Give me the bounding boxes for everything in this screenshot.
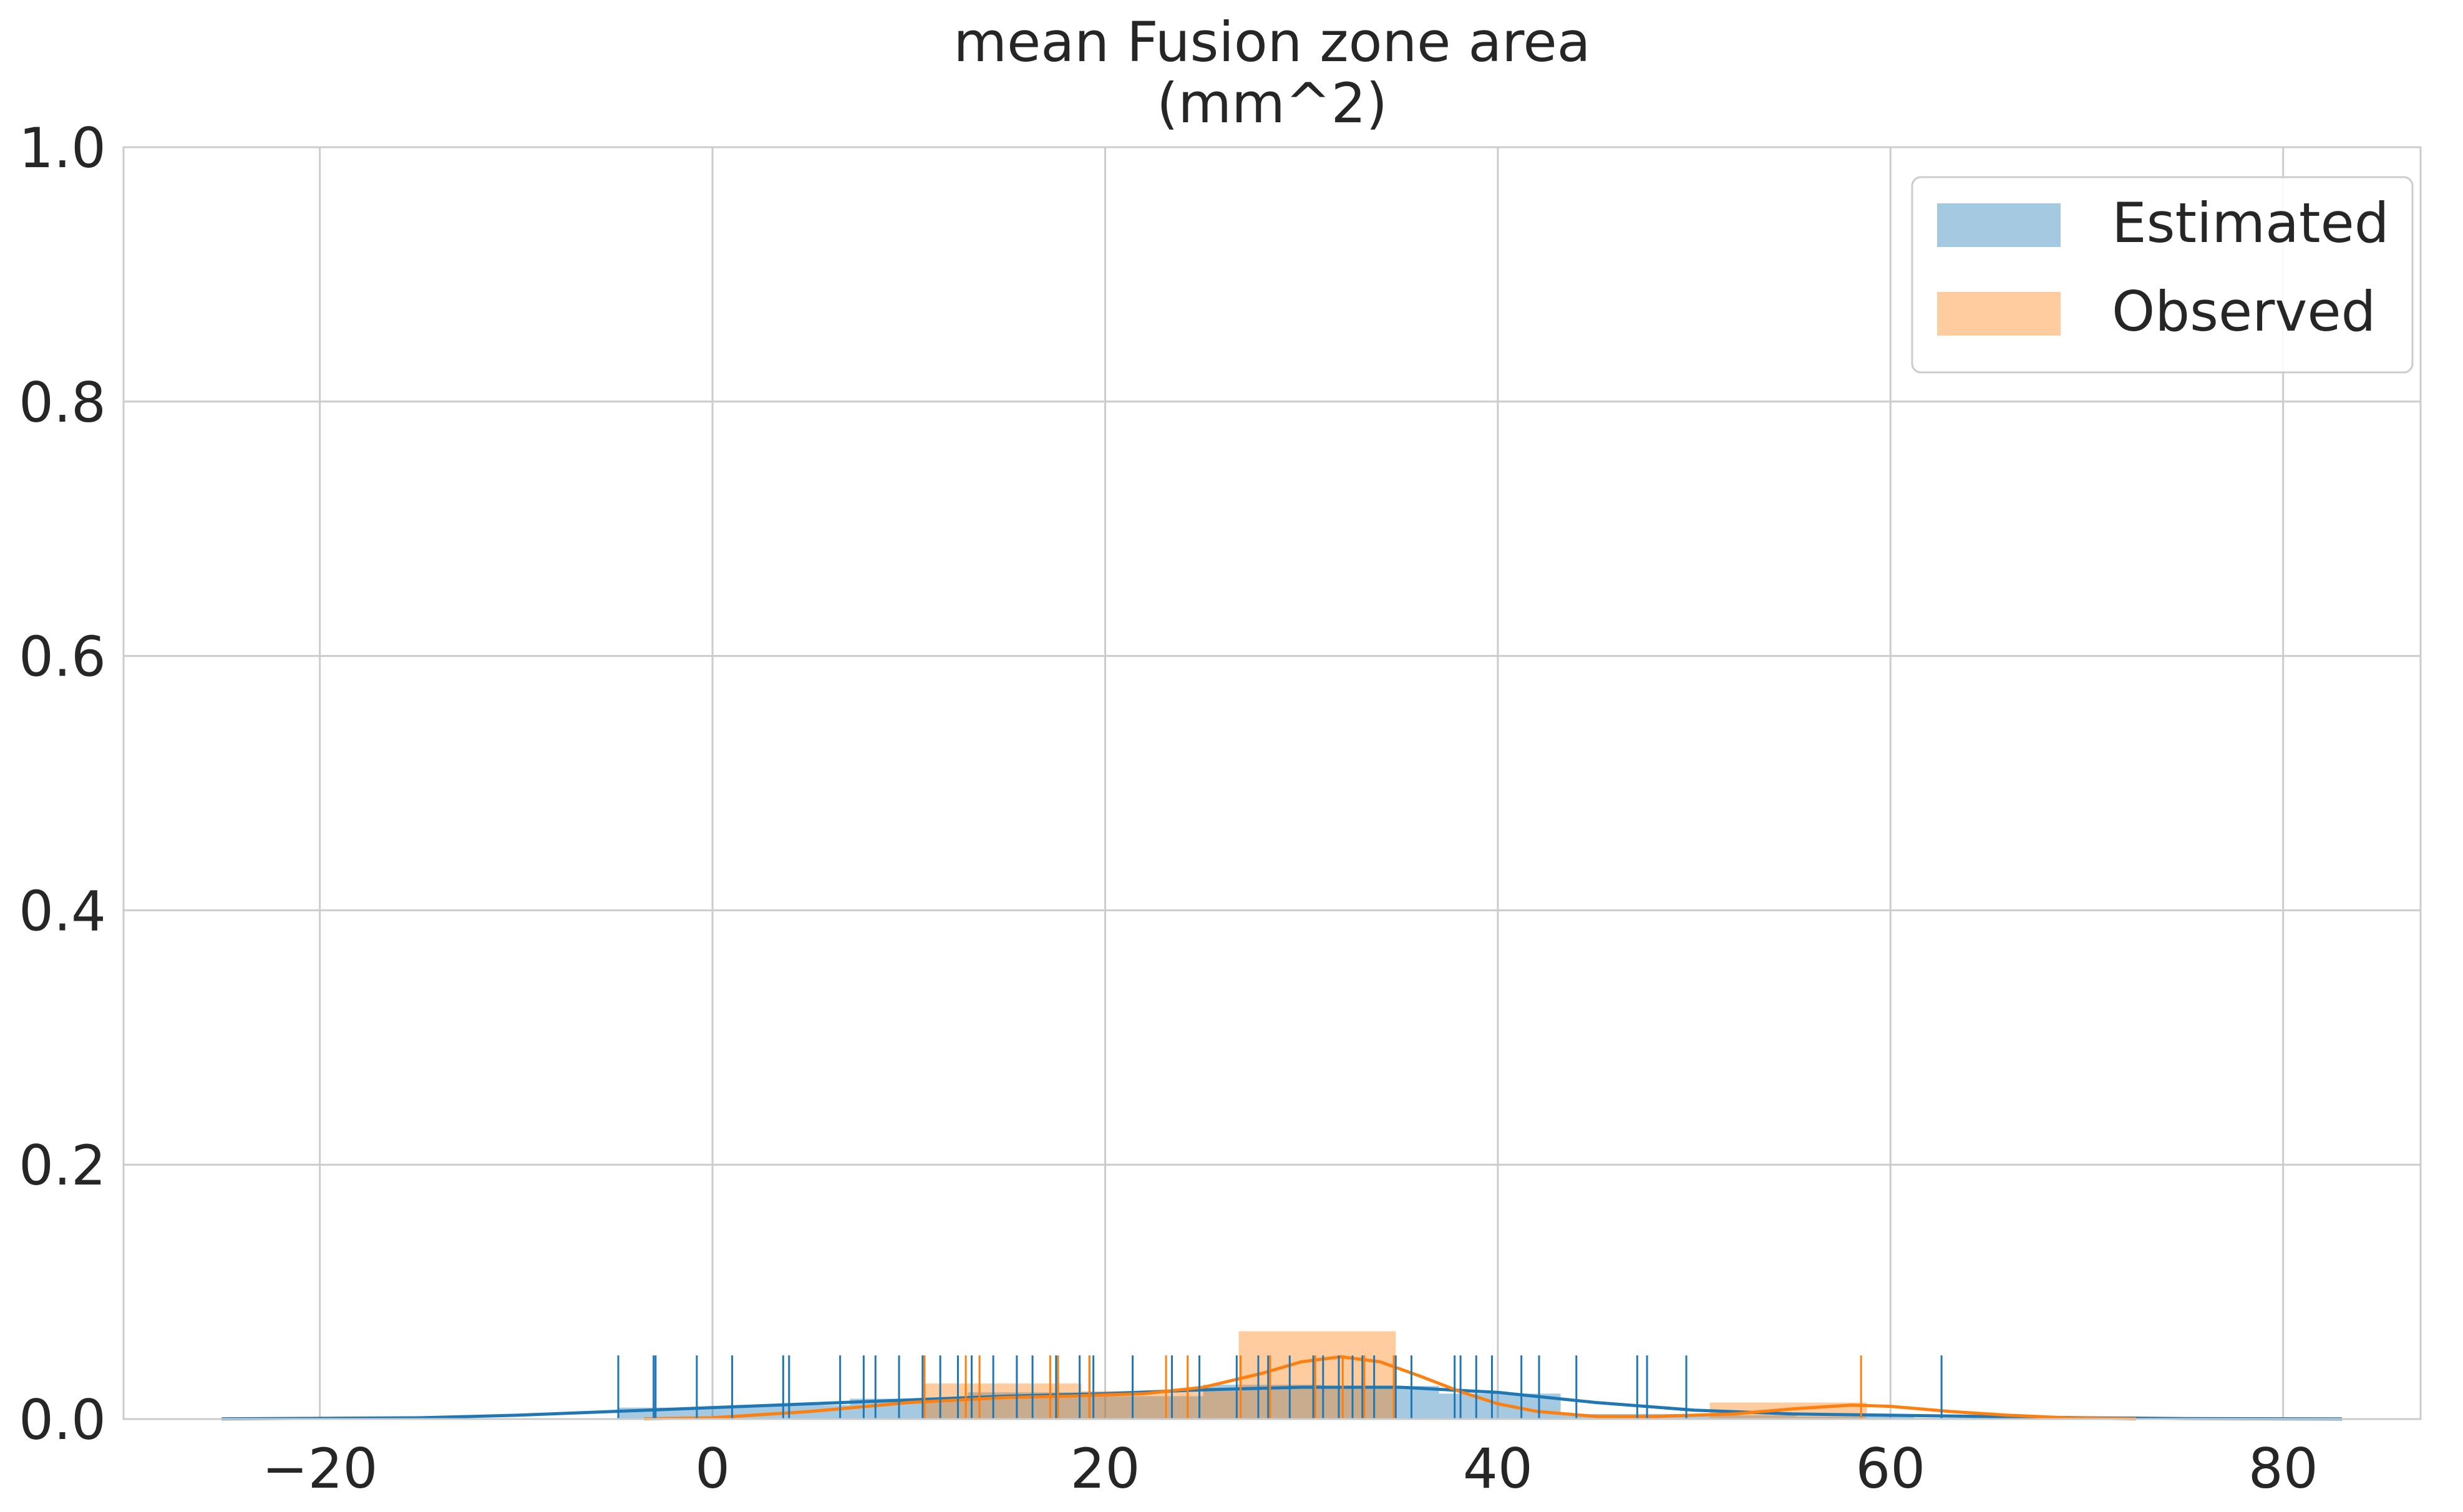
y-tick-label: 0.2 [19,1133,106,1198]
x-tick-label: 60 [1855,1437,1925,1501]
rug-marks [617,1355,1943,1419]
y-tick-label: 0.6 [19,625,106,689]
legend-swatch-estimated [1937,203,2061,247]
kde-line-estimated [221,1385,2343,1421]
legend: Estimated Observed [1911,176,2414,374]
y-tick-label: 1.0 [19,116,106,180]
hist-bar-observed [1238,1331,1396,1419]
y-tick-label: 0.4 [19,879,106,943]
x-axis-ticks: −20 0 20 40 60 80 [262,1437,2318,1501]
chart-title-line: (mm^2) [1157,71,1387,135]
x-tick-label: 0 [695,1437,730,1501]
x-tick-label: 20 [1071,1437,1140,1501]
hist-bar-estimated [1086,1396,1203,1419]
y-axis-ticks: 0.0 0.2 0.4 0.6 0.8 1.0 [19,116,106,1452]
hist-bar-estimated [1678,1415,1797,1419]
y-tick-label: 0.0 [19,1388,106,1452]
legend-label-estimated: Estimated [2112,191,2389,255]
legend-box [1911,176,2414,374]
chart-title-line: mean Fusion zone area [953,10,1590,74]
chart-title: mean Fusion zone area(mm^2) [953,10,1590,135]
legend-swatch-observed [1937,292,2061,336]
hist-bar-estimated [1796,1416,1915,1419]
y-tick-label: 0.8 [19,371,106,435]
x-tick-label: −20 [262,1437,378,1501]
legend-label-observed: Observed [2112,279,2376,344]
x-tick-label: 40 [1463,1437,1533,1501]
hist-bar-estimated [1321,1385,1439,1419]
x-tick-label: 80 [2248,1437,2318,1501]
plot-frame [122,146,2422,1420]
